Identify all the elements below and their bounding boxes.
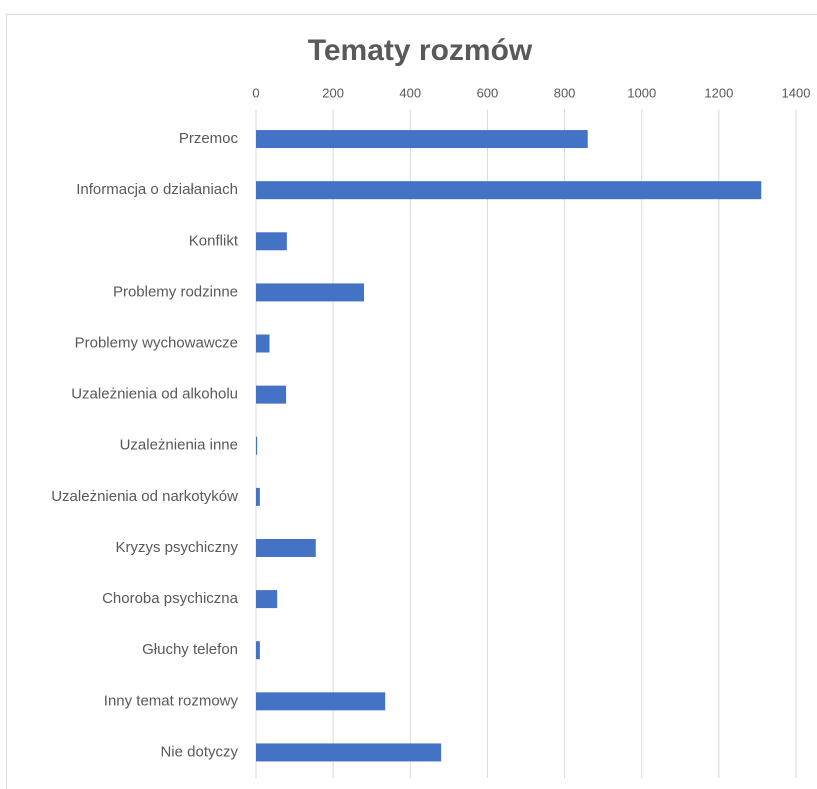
bar — [256, 385, 287, 404]
y-tick-label: Uzależnienia od alkoholu — [71, 386, 238, 403]
y-tick-label: Problemy wychowawcze — [75, 334, 238, 351]
x-tick-label: 0 — [252, 85, 259, 100]
y-tick-label: Przemoc — [179, 130, 239, 147]
y-tick-label: Nie dotyczy — [160, 743, 238, 760]
bar — [256, 641, 260, 660]
chart-frame — [6, 14, 817, 789]
x-tick-label: 600 — [477, 85, 499, 100]
x-tick-label: 1400 — [782, 85, 811, 100]
bar — [256, 334, 270, 353]
x-tick-label: 800 — [554, 85, 576, 100]
x-tick-label: 1000 — [627, 85, 656, 100]
x-tick-label: 400 — [399, 85, 421, 100]
bar — [256, 538, 316, 557]
chart-title: Tematy rozmów — [308, 34, 533, 67]
bar — [256, 743, 442, 762]
bar — [256, 232, 287, 251]
y-tick-label: Głuchy telefon — [142, 641, 238, 658]
x-tick-label: 1200 — [704, 85, 733, 100]
bar — [256, 590, 278, 609]
y-tick-label: Choroba psychiczna — [102, 590, 239, 607]
bar — [256, 130, 588, 149]
y-tick-label: Informacja o działaniach — [76, 181, 238, 198]
y-tick-label: Konflikt — [189, 232, 239, 249]
y-tick-label: Inny temat rozmowy — [104, 692, 239, 709]
bar — [256, 487, 260, 506]
bar — [256, 181, 762, 200]
y-tick-label: Problemy rodzinne — [113, 283, 238, 300]
bar — [256, 436, 258, 455]
y-tick-label: Kryzys psychiczny — [115, 539, 238, 556]
y-tick-label: Uzależnienia inne — [120, 437, 238, 454]
x-tick-label: 200 — [322, 85, 344, 100]
y-tick-label: Uzależnienia od narkotyków — [51, 488, 238, 505]
bar — [256, 692, 386, 711]
bar — [256, 283, 364, 302]
